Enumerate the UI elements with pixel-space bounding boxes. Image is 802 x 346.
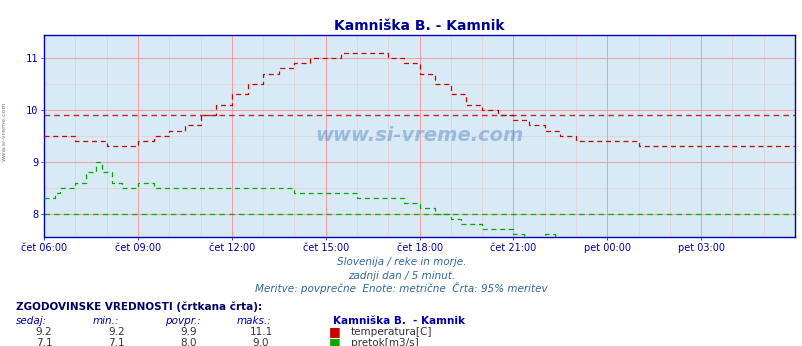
Text: zadnji dan / 5 minut.: zadnji dan / 5 minut. xyxy=(347,271,455,281)
Text: min.:: min.: xyxy=(92,316,119,326)
Text: ZGODOVINSKE VREDNOSTI (črtkana črta):: ZGODOVINSKE VREDNOSTI (črtkana črta): xyxy=(16,301,262,312)
Text: sedaj:: sedaj: xyxy=(16,316,47,326)
Text: Meritve: povprečne  Enote: metrične  Črta: 95% meritev: Meritve: povprečne Enote: metrične Črta:… xyxy=(255,282,547,294)
Text: ■: ■ xyxy=(329,325,341,338)
Title: Kamniška B. - Kamnik: Kamniška B. - Kamnik xyxy=(334,19,504,34)
Text: povpr.:: povpr.: xyxy=(164,316,200,326)
Text: 8.0: 8.0 xyxy=(180,338,196,346)
Text: 7.1: 7.1 xyxy=(108,338,124,346)
Text: pretok[m3/s]: pretok[m3/s] xyxy=(350,338,418,346)
Text: ■: ■ xyxy=(329,336,341,346)
Text: 7.1: 7.1 xyxy=(36,338,52,346)
Text: 11.1: 11.1 xyxy=(249,327,272,337)
Text: maks.:: maks.: xyxy=(237,316,271,326)
Text: 9.9: 9.9 xyxy=(180,327,196,337)
Text: Slovenija / reke in morje.: Slovenija / reke in morje. xyxy=(336,257,466,267)
Text: temperatura[C]: temperatura[C] xyxy=(350,327,431,337)
Text: 9.2: 9.2 xyxy=(36,327,52,337)
Text: Kamniška B.  - Kamnik: Kamniška B. - Kamnik xyxy=(333,316,464,326)
Text: 9.0: 9.0 xyxy=(253,338,269,346)
Text: www.si-vreme.com: www.si-vreme.com xyxy=(2,102,6,161)
Text: 9.2: 9.2 xyxy=(108,327,124,337)
Text: www.si-vreme.com: www.si-vreme.com xyxy=(315,126,523,145)
